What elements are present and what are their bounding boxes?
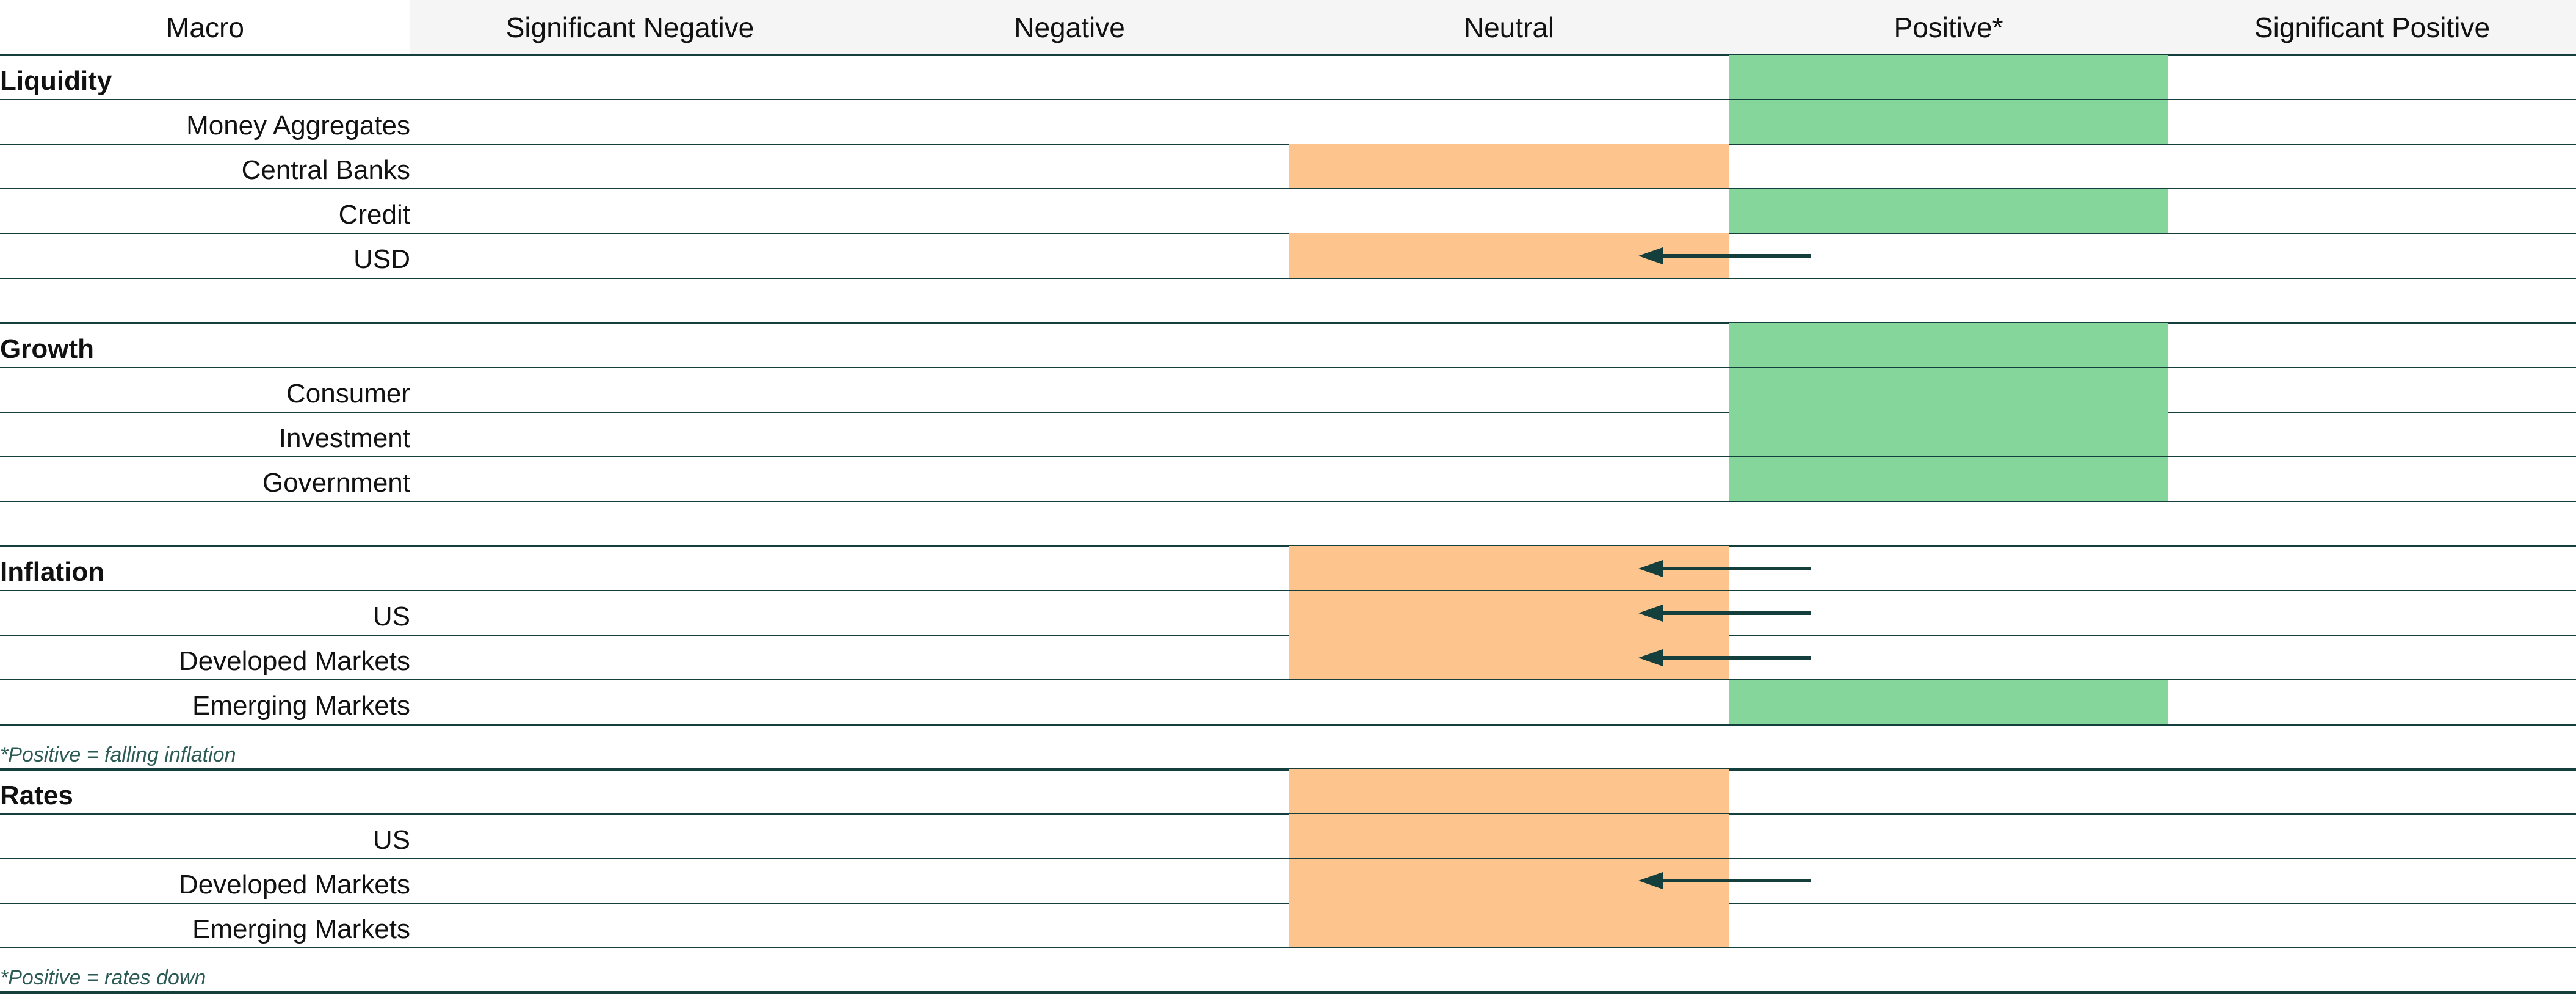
rating-cell	[1729, 367, 2168, 412]
rating-cell	[1289, 813, 1729, 859]
row-label: Emerging Markets	[192, 691, 410, 721]
row-label: US	[372, 602, 410, 632]
row-label: Emerging Markets	[192, 914, 410, 944]
rating-cell	[1289, 769, 1729, 814]
header-corner-label: Macro	[166, 12, 244, 43]
group-label: Growth	[0, 333, 94, 364]
row-label: Consumer	[286, 378, 410, 409]
header-rule	[0, 54, 2576, 56]
row-divider	[0, 456, 2576, 457]
row-divider	[0, 813, 2576, 815]
row-divider	[0, 144, 2576, 145]
row-divider	[0, 366, 2576, 368]
rating-change-arrow-icon	[1638, 559, 1811, 577]
row-divider	[0, 724, 2576, 726]
header-significant-positive: Significant Positive	[2168, 0, 2576, 55]
row-divider	[0, 679, 2576, 681]
row-label: Government	[262, 467, 410, 498]
footnote: *Positive = falling inflation	[0, 743, 236, 766]
rating-cell	[1729, 680, 2168, 725]
rating-change-arrow-icon	[1638, 872, 1811, 890]
row-label: Developed Markets	[178, 869, 410, 900]
row-divider	[0, 277, 2576, 279]
row-label: Developed Markets	[178, 646, 410, 677]
rating-change-arrow-icon	[1638, 247, 1811, 264]
row-label: Money Aggregates	[186, 111, 410, 141]
row-divider	[0, 501, 2576, 502]
footnote: *Positive = rates down	[0, 966, 206, 989]
row-divider	[0, 321, 2576, 324]
row-label: USD	[353, 244, 410, 275]
row-divider	[0, 991, 2576, 994]
rating-cell	[1289, 144, 1729, 189]
row-divider	[0, 902, 2576, 904]
row-divider	[0, 590, 2576, 592]
rating-cell	[1289, 903, 1729, 948]
row-label: Credit	[338, 200, 410, 230]
rating-cell	[1729, 55, 2168, 100]
header-neutral: Neutral	[1289, 0, 1729, 55]
rating-cell	[1729, 456, 2168, 501]
row-divider	[0, 188, 2576, 190]
header-positive: Positive*	[1729, 0, 2168, 55]
header-significant-negative: Significant Negative	[410, 0, 850, 55]
rating-change-arrow-icon	[1638, 649, 1811, 666]
row-divider	[0, 99, 2576, 101]
row-divider	[0, 768, 2576, 771]
row-label: Central Banks	[241, 155, 410, 186]
group-label: Rates	[0, 780, 73, 810]
row-label: US	[372, 824, 410, 855]
row-divider	[0, 545, 2576, 548]
rating-cell	[1729, 322, 2168, 368]
header-negative: Negative	[850, 0, 1289, 55]
row-divider	[0, 411, 2576, 413]
rating-cell	[1729, 412, 2168, 457]
row-divider	[0, 857, 2576, 859]
rating-change-arrow-icon	[1638, 604, 1811, 622]
rating-cell	[1729, 189, 2168, 234]
row-divider	[0, 635, 2576, 636]
row-divider	[0, 947, 2576, 948]
group-label: Inflation	[0, 557, 105, 587]
rating-cell	[1729, 100, 2168, 145]
group-label: Liquidity	[0, 66, 112, 96]
row-label: Investment	[278, 423, 410, 453]
row-divider	[0, 233, 2576, 235]
